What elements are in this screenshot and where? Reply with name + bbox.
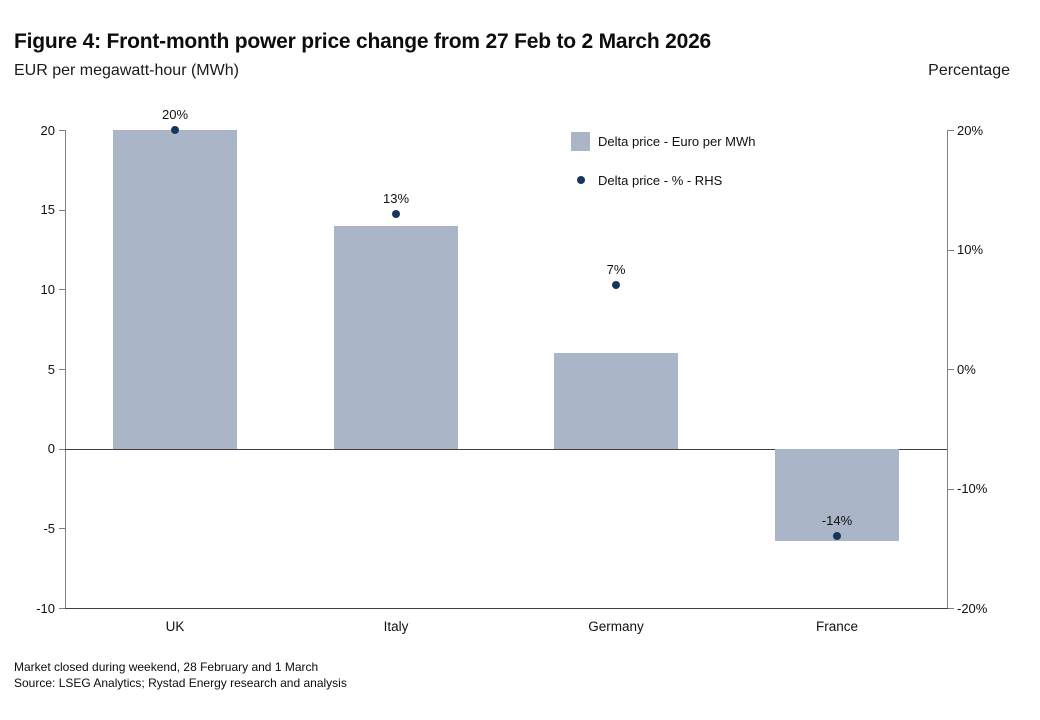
right-axis-line bbox=[947, 130, 948, 609]
axis-titles-row: EUR per megawatt-hour (MWh) Percentage bbox=[14, 62, 1010, 80]
figure-title: Figure 4: Front-month power price change… bbox=[14, 30, 712, 53]
point-label-france: -14% bbox=[821, 513, 853, 528]
legend-item-bars: Delta price - Euro per MWh bbox=[571, 131, 756, 151]
x-axis-line bbox=[65, 608, 948, 609]
left-axis-tick bbox=[59, 608, 65, 609]
dot-marker-icon bbox=[571, 171, 590, 190]
left-axis-tick bbox=[59, 528, 65, 529]
left-axis-tick bbox=[59, 289, 65, 290]
bar-uk bbox=[113, 130, 237, 449]
y-tick-label--10: -10 bbox=[36, 601, 55, 616]
y2-tick-label-0%: 0% bbox=[957, 362, 976, 377]
right-axis-tick bbox=[948, 489, 954, 490]
x-category-label-italy: Italy bbox=[383, 619, 409, 634]
y2-tick-label-20%: 20% bbox=[957, 123, 984, 138]
dot-italy bbox=[392, 210, 400, 218]
right-axis-tick bbox=[948, 608, 954, 609]
right-axis-title: Percentage bbox=[928, 62, 1010, 79]
y2-tick-label-10%: 10% bbox=[957, 242, 984, 257]
right-axis-tick bbox=[948, 369, 954, 370]
dot-germany bbox=[612, 281, 620, 289]
bar-france bbox=[775, 449, 899, 541]
zero-baseline bbox=[65, 449, 947, 450]
dot-france bbox=[833, 532, 841, 540]
y-tick-label-15: 15 bbox=[40, 202, 55, 217]
y-tick-label-5: 5 bbox=[47, 362, 55, 377]
y2-tick-label--20%: -20% bbox=[957, 601, 988, 616]
x-category-label-uk: UK bbox=[165, 619, 185, 634]
left-axis-tick bbox=[59, 449, 65, 450]
footnote-note: Market closed during weekend, 28 Februar… bbox=[14, 660, 319, 674]
legend: Delta price - Euro per MWh Delta price -… bbox=[571, 131, 756, 190]
footnotes: Market closed during weekend, 28 Februar… bbox=[14, 659, 347, 691]
left-axis-tick bbox=[59, 130, 65, 131]
left-axis-title: EUR per megawatt-hour (MWh) bbox=[14, 62, 239, 79]
y2-tick-label--10%: -10% bbox=[957, 481, 988, 496]
point-label-germany: 7% bbox=[606, 262, 626, 277]
legend-item-dots: Delta price - % - RHS bbox=[571, 170, 756, 190]
legend-label-bars: Delta price - Euro per MWh bbox=[598, 133, 756, 149]
point-label-uk: 20% bbox=[161, 107, 189, 122]
bar-germany bbox=[554, 353, 678, 449]
bar-swatch-icon bbox=[571, 131, 590, 151]
right-axis-tick bbox=[948, 130, 954, 131]
left-axis-line bbox=[65, 130, 66, 608]
footnote-source: Source: LSEG Analytics; Rystad Energy re… bbox=[14, 676, 347, 690]
y-tick-label-20: 20 bbox=[40, 123, 55, 138]
x-category-label-france: France bbox=[815, 619, 859, 634]
left-axis-tick bbox=[59, 210, 65, 211]
right-axis-tick bbox=[948, 250, 954, 251]
legend-label-dots: Delta price - % - RHS bbox=[598, 172, 723, 188]
x-category-label-germany: Germany bbox=[588, 619, 644, 634]
y-tick-label--5: -5 bbox=[43, 521, 55, 536]
dot-uk bbox=[171, 126, 179, 134]
y-tick-label-10: 10 bbox=[40, 282, 55, 297]
point-label-italy: 13% bbox=[382, 191, 410, 206]
left-axis-tick bbox=[59, 369, 65, 370]
y-tick-label-0: 0 bbox=[47, 441, 55, 456]
bar-italy bbox=[334, 226, 458, 449]
